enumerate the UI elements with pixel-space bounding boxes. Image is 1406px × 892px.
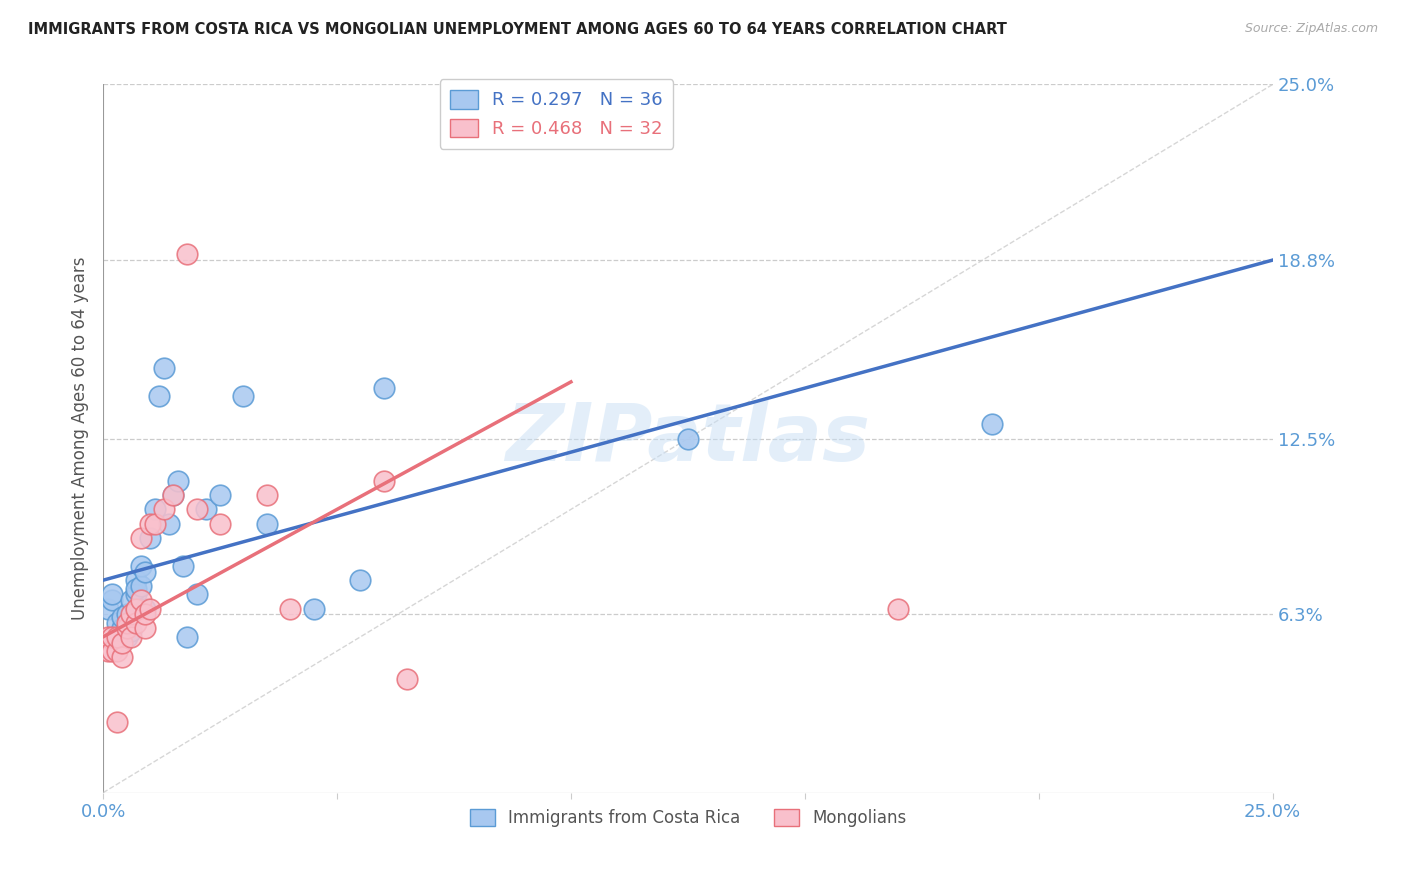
Point <box>256 516 278 531</box>
Point <box>134 607 156 622</box>
Point <box>97 644 120 658</box>
Point <box>143 502 166 516</box>
Legend: Immigrants from Costa Rica, Mongolians: Immigrants from Costa Rica, Mongolians <box>463 803 912 834</box>
Point <box>120 607 142 622</box>
Point <box>115 630 138 644</box>
Point <box>157 516 180 531</box>
Point <box>129 593 152 607</box>
Point <box>111 610 134 624</box>
Point <box>176 247 198 261</box>
Point <box>139 601 162 615</box>
Point <box>134 621 156 635</box>
Point <box>209 516 232 531</box>
Point <box>167 474 190 488</box>
Point <box>111 649 134 664</box>
Point <box>129 531 152 545</box>
Point <box>139 516 162 531</box>
Point <box>101 587 124 601</box>
Point <box>134 565 156 579</box>
Point <box>209 488 232 502</box>
Point <box>105 615 128 630</box>
Point <box>278 601 301 615</box>
Point <box>125 573 148 587</box>
Point <box>125 582 148 596</box>
Point <box>129 579 152 593</box>
Point <box>172 559 194 574</box>
Point <box>232 389 254 403</box>
Point <box>256 488 278 502</box>
Point <box>120 624 142 639</box>
Point <box>97 630 120 644</box>
Point <box>349 573 371 587</box>
Point <box>97 601 120 615</box>
Point <box>153 502 176 516</box>
Point <box>186 587 208 601</box>
Point <box>120 593 142 607</box>
Point <box>373 474 395 488</box>
Y-axis label: Unemployment Among Ages 60 to 64 years: Unemployment Among Ages 60 to 64 years <box>72 257 89 620</box>
Point <box>111 635 134 649</box>
Point <box>105 644 128 658</box>
Point <box>143 516 166 531</box>
Point <box>101 593 124 607</box>
Point <box>396 673 419 687</box>
Point <box>120 630 142 644</box>
Point <box>139 531 162 545</box>
Point <box>195 502 218 516</box>
Point <box>101 644 124 658</box>
Point <box>373 380 395 394</box>
Point <box>162 488 184 502</box>
Point <box>105 630 128 644</box>
Point <box>176 630 198 644</box>
Text: IMMIGRANTS FROM COSTA RICA VS MONGOLIAN UNEMPLOYMENT AMONG AGES 60 TO 64 YEARS C: IMMIGRANTS FROM COSTA RICA VS MONGOLIAN … <box>28 22 1007 37</box>
Point <box>148 389 170 403</box>
Point <box>101 630 124 644</box>
Point <box>887 601 910 615</box>
Point <box>105 714 128 729</box>
Text: Source: ZipAtlas.com: Source: ZipAtlas.com <box>1244 22 1378 36</box>
Point <box>153 360 176 375</box>
Point <box>302 601 325 615</box>
Point <box>125 601 148 615</box>
Point <box>115 615 138 630</box>
Point <box>162 488 184 502</box>
Point <box>676 432 699 446</box>
Point <box>115 607 138 622</box>
Point <box>125 587 148 601</box>
Point <box>981 417 1004 432</box>
Point <box>111 621 134 635</box>
Point <box>129 559 152 574</box>
Point <box>125 615 148 630</box>
Point <box>186 502 208 516</box>
Point <box>134 601 156 615</box>
Point <box>115 621 138 635</box>
Text: ZIPatlas: ZIPatlas <box>505 400 870 477</box>
